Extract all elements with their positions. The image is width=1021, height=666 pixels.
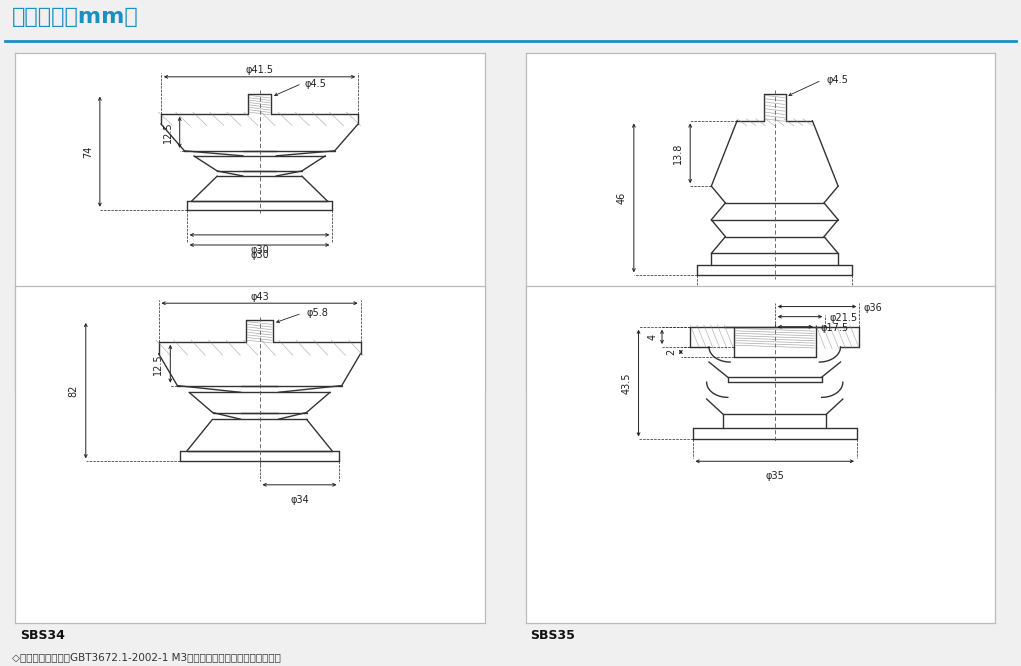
Text: φ5.8: φ5.8 [306, 308, 329, 318]
Text: 2: 2 [666, 349, 676, 355]
Text: 74: 74 [83, 145, 93, 158]
Text: 尺寸规格（mm）: 尺寸规格（mm） [12, 7, 139, 27]
Text: φ43: φ43 [250, 292, 269, 302]
Text: ◇注：尺寸公差符合GBT3672.1-2002-1 M3橡胶制品尺寸公差标准中的要求。: ◇注：尺寸公差符合GBT3672.1-2002-1 M3橡胶制品尺寸公差标准中的… [12, 651, 281, 662]
Text: φ33: φ33 [766, 306, 784, 316]
Text: 46: 46 [617, 192, 627, 204]
Text: φ35: φ35 [766, 472, 784, 482]
Text: 43.5: 43.5 [622, 372, 631, 394]
Text: SBS30: SBS30 [20, 396, 65, 408]
Text: 12.5: 12.5 [153, 353, 163, 374]
Text: φ17.5: φ17.5 [821, 324, 848, 334]
Text: SBS34: SBS34 [20, 629, 65, 641]
Text: φ4.5: φ4.5 [304, 79, 326, 89]
Text: 12.5: 12.5 [162, 121, 173, 143]
Text: φ30: φ30 [250, 245, 269, 255]
Text: φ41.5: φ41.5 [245, 65, 274, 75]
Text: φ4.5: φ4.5 [826, 75, 848, 85]
Text: SBS35: SBS35 [531, 629, 576, 641]
Text: 82: 82 [68, 384, 79, 397]
Text: φ36: φ36 [864, 303, 883, 313]
Text: 4: 4 [647, 334, 658, 340]
Text: 13.8: 13.8 [673, 143, 683, 164]
Text: φ34: φ34 [290, 495, 308, 505]
Text: SBS33: SBS33 [531, 396, 575, 408]
Text: φ30: φ30 [250, 250, 269, 260]
Text: φ21.5: φ21.5 [830, 313, 858, 323]
